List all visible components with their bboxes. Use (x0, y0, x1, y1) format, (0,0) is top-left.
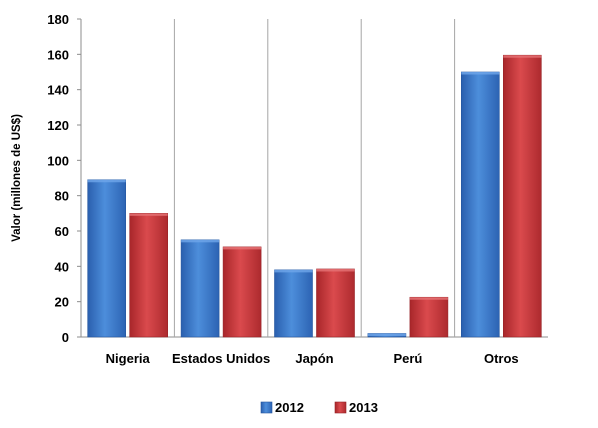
bar-top-highlight (316, 268, 355, 272)
y-tick-label: 20 (55, 295, 69, 310)
bar-2013 (409, 296, 449, 338)
bar-2012 (460, 71, 500, 338)
bar-2012 (180, 239, 220, 338)
bar-2013 (316, 268, 355, 338)
bar-top-highlight (274, 269, 313, 273)
bar-2012 (87, 179, 126, 338)
legend-swatch-2013 (334, 401, 347, 414)
bar-top-highlight (503, 55, 542, 58)
bars-layer (87, 54, 542, 338)
bar-top-highlight (223, 246, 262, 250)
x-tick-label: Nigeria (106, 351, 151, 366)
bar-2013 (222, 246, 262, 338)
bar-top-highlight (367, 333, 406, 336)
y-tick-label: 140 (47, 83, 69, 98)
bar-2013 (129, 213, 168, 338)
bar-top-highlight (409, 297, 448, 300)
y-tick-label: 100 (47, 153, 69, 168)
bar-top-highlight (87, 179, 126, 183)
legend-label-2012: 2012 (275, 400, 304, 415)
y-tick-label: 120 (47, 118, 69, 133)
x-tick-label: Japón (295, 351, 333, 366)
legend: 2012 2013 (260, 400, 378, 415)
y-tick-label: 40 (55, 259, 69, 274)
y-tick-label: 160 (47, 47, 69, 62)
x-tick-label: Otros (484, 351, 519, 366)
y-tick-label: 80 (55, 189, 69, 204)
x-tick-label: Estados Unidos (172, 351, 270, 366)
bar-2013 (502, 54, 542, 338)
bar-top-highlight (461, 72, 500, 75)
legend-swatch-2012 (260, 401, 273, 414)
y-tick-label: 60 (55, 224, 69, 239)
y-axis-title: Valor (millones de US$) (11, 114, 23, 242)
labels-layer: 0 20 40 60 80 100 120 140 160 180 Valor (millones … (11, 12, 519, 366)
legend-label-2013: 2013 (349, 400, 378, 415)
bar-2012 (274, 269, 313, 338)
bar-top-highlight (181, 239, 220, 243)
bar-top-highlight (129, 213, 168, 216)
x-tick-label: Perú (393, 351, 422, 366)
y-tick-label: 180 (47, 12, 69, 27)
y-tick-label: 0 (62, 330, 69, 345)
